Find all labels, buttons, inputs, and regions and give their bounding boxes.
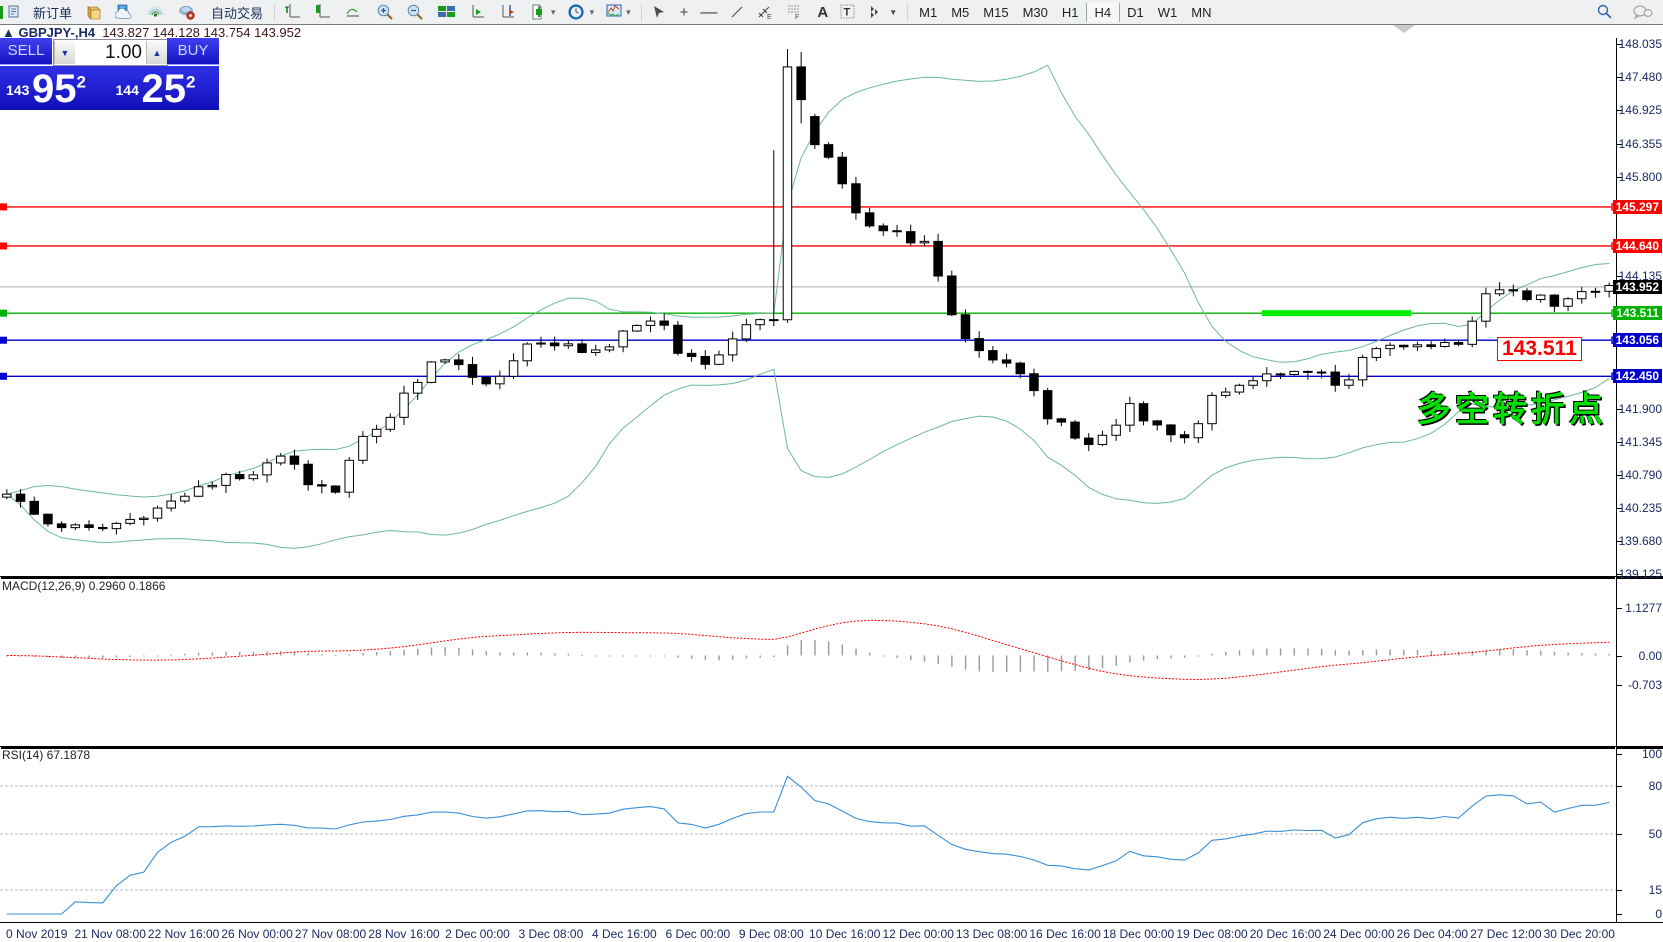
svg-text:T: T <box>844 7 851 19</box>
svg-text:F: F <box>795 14 799 20</box>
svg-text:E: E <box>767 14 772 20</box>
